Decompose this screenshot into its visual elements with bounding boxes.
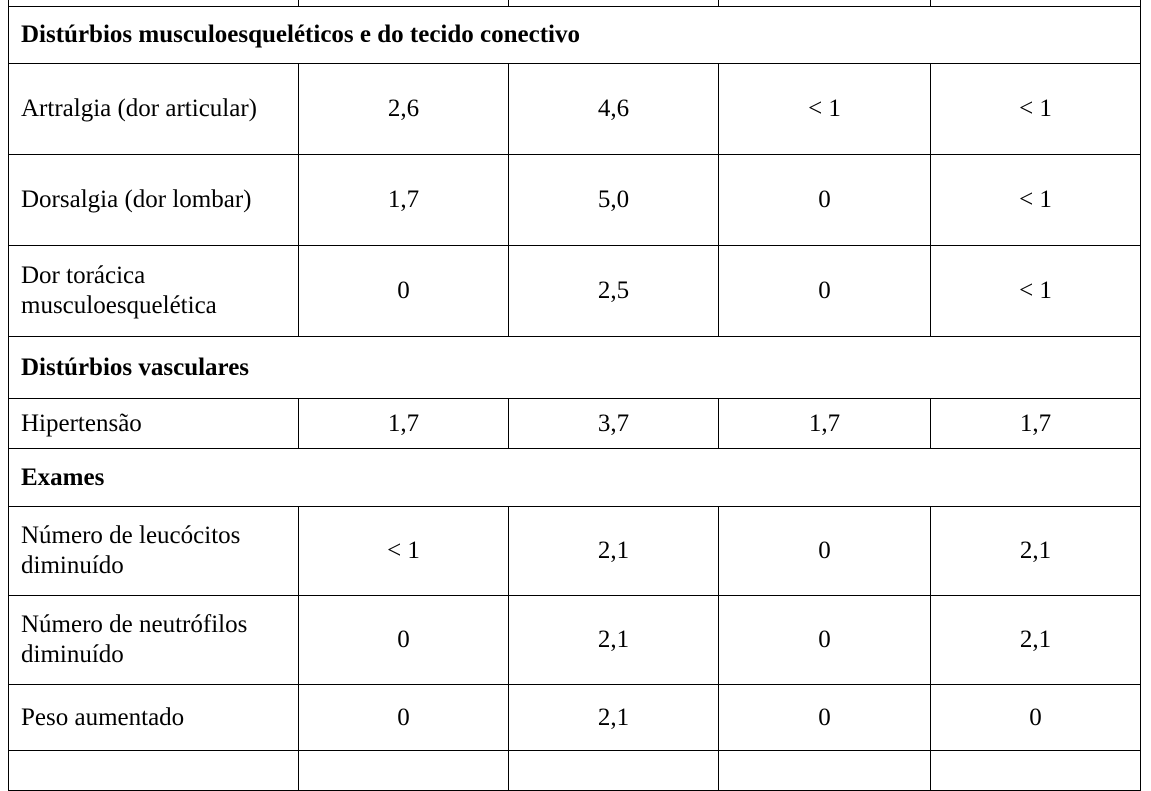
row-label: Dorsalgia (dor lombar) [8,154,299,246]
empty-cell [930,750,1141,791]
table-body: Distúrbios musculoesqueléticos e do teci… [8,0,1141,791]
value-cell: 0 [718,245,931,337]
row-label: Peso aumentado [8,684,299,751]
value-cell: 1,7 [930,398,1141,449]
section-title: Exames [8,448,1141,507]
data-row: Hipertensão 1,7 3,7 1,7 1,7 [8,398,1141,449]
data-row: Número de neutrófilos diminuído 0 2,1 0 2,1 [8,595,1141,685]
value-cell: 2,1 [930,506,1141,596]
section-row: Distúrbios vasculares [8,336,1141,399]
data-row: Dor torácica musculoesquelética 0 2,5 0 < 1 [8,245,1141,337]
value-cell: 2,1 [508,506,719,596]
value-cell: 2,1 [508,684,719,751]
value-cell: 0 [718,684,931,751]
empty-cell [718,750,931,791]
value-cell: < 1 [298,506,509,596]
value-cell: 0 [298,595,509,685]
page: Distúrbios musculoesqueléticos e do teci… [8,0,1141,791]
value-cell: 2,6 [298,63,509,155]
value-cell: 0 [298,684,509,751]
data-row: Peso aumentado 0 2,1 0 0 [8,684,1141,751]
row-label: Número de leucócitos diminuído [8,506,299,596]
section-title: Distúrbios vasculares [8,336,1141,399]
row-label: Número de neutrófilos diminuído [8,595,299,685]
row-label: Artralgia (dor articular) [8,63,299,155]
value-cell: 0 [298,245,509,337]
empty-cell [8,750,299,791]
empty-cell [298,750,509,791]
data-row: Artralgia (dor articular) 2,6 4,6 < 1 < 1 [8,63,1141,155]
value-cell: 0 [718,595,931,685]
value-cell: 1,7 [718,398,931,449]
row-label: Hipertensão [8,398,299,449]
section-row: Distúrbios musculoesqueléticos e do teci… [8,6,1141,64]
value-cell: 0 [930,684,1141,751]
value-cell: < 1 [930,63,1141,155]
data-row: Dorsalgia (dor lombar) 1,7 5,0 0 < 1 [8,154,1141,246]
value-cell: 1,7 [298,154,509,246]
row-label: Dor torácica musculoesquelética [8,245,299,337]
value-cell: 2,1 [930,595,1141,685]
value-cell: 0 [718,506,931,596]
value-cell: 2,5 [508,245,719,337]
value-cell: 1,7 [298,398,509,449]
value-cell: < 1 [718,63,931,155]
section-title: Distúrbios musculoesqueléticos e do teci… [8,6,1141,64]
value-cell: 5,0 [508,154,719,246]
adverse-events-table: Distúrbios musculoesqueléticos e do teci… [8,0,1141,791]
value-cell: < 1 [930,154,1141,246]
section-row: Exames [8,448,1141,507]
value-cell: 2,1 [508,595,719,685]
empty-cell [508,750,719,791]
value-cell: 4,6 [508,63,719,155]
value-cell: 0 [718,154,931,246]
partial-row [8,750,1141,791]
data-row: Número de leucócitos diminuído < 1 2,1 0 2,1 [8,506,1141,596]
value-cell: 3,7 [508,398,719,449]
value-cell: < 1 [930,245,1141,337]
